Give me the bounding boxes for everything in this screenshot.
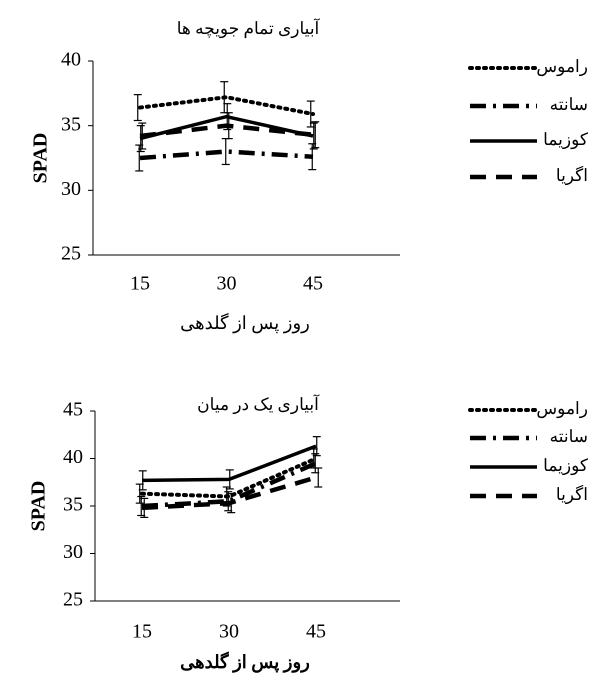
- series-line: [141, 475, 317, 511]
- chart-title: آبیاری یک در میان: [197, 393, 320, 415]
- error-bar: [221, 138, 230, 166]
- legend-label: کوزیما: [543, 130, 589, 150]
- error-bar: [133, 94, 142, 122]
- series-line: [139, 123, 314, 139]
- x-axis-label: روز پس از گلدهی: [180, 651, 310, 673]
- legend-label: سانته: [550, 427, 588, 446]
- error-bar: [309, 122, 318, 150]
- x-tick-label: 15: [130, 273, 150, 295]
- legend-label: کوزیما: [543, 456, 589, 476]
- chart-title: آبیاری تمام جویچه ها: [177, 17, 321, 39]
- error-bar: [311, 121, 320, 149]
- x-tick-label: 45: [306, 621, 326, 643]
- y-tick-label: 40: [61, 49, 81, 71]
- x-axis-label: روز پس از گلدهی: [180, 312, 310, 334]
- legend-label: اگریا: [556, 484, 588, 505]
- error-bar: [314, 467, 323, 488]
- series-line: [140, 456, 318, 499]
- x-tick-label: 15: [132, 621, 152, 643]
- x-tick-label: 45: [303, 273, 323, 295]
- y-tick-label: 40: [63, 446, 83, 468]
- legend-label: اگریا: [556, 165, 588, 186]
- legend-label: راموس: [536, 399, 588, 419]
- x-tick-label: 30: [217, 273, 237, 295]
- legend-label: سانته: [550, 95, 588, 114]
- legend-label: راموس: [536, 57, 588, 77]
- x-tick-label: 30: [219, 621, 239, 643]
- series-line: [141, 444, 317, 483]
- y-tick-label: 30: [63, 541, 83, 563]
- y-tick-label: 25: [61, 243, 81, 265]
- error-bar: [312, 436, 321, 457]
- y-axis-label: SPAD: [28, 481, 50, 532]
- y-tick-label: 45: [63, 399, 83, 421]
- y-axis-label: SPAD: [30, 133, 52, 184]
- series-line: [138, 95, 315, 117]
- y-tick-label: 35: [63, 494, 83, 516]
- y-tick-label: 30: [61, 178, 81, 200]
- y-tick-label: 25: [63, 589, 83, 611]
- y-tick-label: 35: [61, 113, 81, 135]
- series-line: [139, 149, 314, 161]
